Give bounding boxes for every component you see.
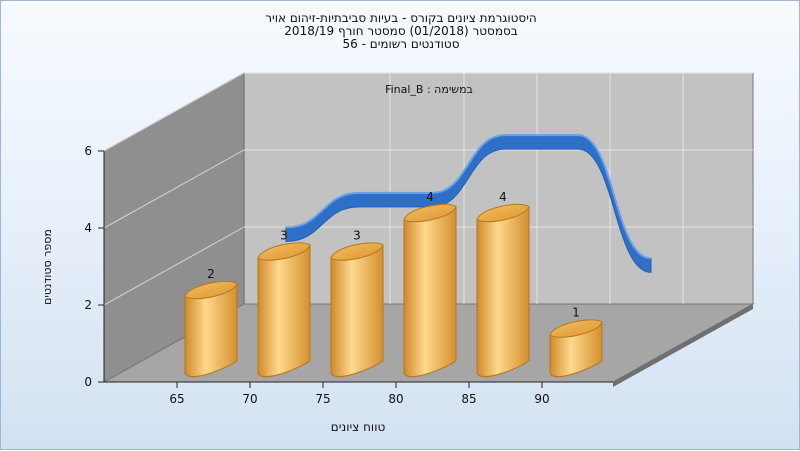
trend-ribbon-edge (285, 134, 652, 260)
bar-value-label-5: 1 (572, 306, 580, 320)
bar-cap-3 (403, 203, 457, 223)
x-axis-label: טווח ציונים (331, 420, 386, 434)
bar-value-label-1: 3 (280, 229, 288, 243)
bar-value-label-3: 4 (426, 190, 434, 204)
bar-3: 4 (403, 190, 457, 378)
bar-body-4 (476, 205, 530, 378)
bar-value-label-0: 2 (207, 267, 215, 281)
bar-2: 3 (330, 229, 384, 378)
x-tick-label-1: 70 (242, 392, 257, 406)
x-tick-label-4: 85 (461, 392, 476, 406)
chart-title-line-1: היסטוגרמת ציונים בקורס - בעיות סביבתיות-… (265, 11, 537, 25)
bar-cap-0 (184, 280, 238, 300)
x-tick-label-3: 80 (388, 392, 403, 406)
x-tick-label-5: 90 (534, 392, 549, 406)
bar-4: 4 (476, 190, 530, 378)
bar-body-2 (330, 244, 384, 378)
grid-line-left-1 (103, 226, 245, 306)
chart-subtitle: במשימה : Final_B (385, 83, 473, 96)
bar-5: 1 (549, 306, 603, 378)
bar-cap-5 (549, 319, 603, 338)
y-ticks: 0 2 4 6 (84, 144, 104, 389)
bar-body-3 (403, 205, 457, 378)
chart-title-line-2: בסמסטר (01/2018) סמסטר חורף 2018/19 (284, 24, 518, 38)
trend-ribbon (285, 134, 652, 273)
y-tick-label-3: 6 (84, 144, 92, 158)
y-axis-label: מספר סטודנטים (41, 229, 54, 305)
bar-cap-4 (476, 203, 530, 223)
bar-body-0 (184, 282, 238, 378)
y-tick-label-2: 4 (84, 221, 92, 235)
bar-0: 2 (184, 267, 238, 378)
x-ticks: 65 70 75 80 85 90 (169, 382, 550, 406)
x-tick-label-2: 75 (315, 392, 330, 406)
chart-title-line-3: סטודנטים רשומים - 56 (342, 37, 460, 51)
bar-body-1 (257, 244, 311, 378)
grid-line-left-3 (103, 72, 245, 152)
y-tick-label-1: 2 (84, 298, 92, 312)
bar-value-label-4: 4 (499, 190, 507, 204)
bar-value-label-2: 3 (353, 229, 361, 243)
bar-cap-2 (330, 242, 384, 261)
bars: 2 3 3 4 4 1 (184, 190, 603, 378)
y-tick-label-0: 0 (84, 375, 92, 389)
x-tick-label-0: 65 (169, 392, 184, 406)
bar-1: 3 (257, 229, 311, 378)
grid-line-left-2 (103, 149, 245, 229)
bar-cap-1 (257, 242, 311, 261)
floor-front-edge (613, 304, 753, 387)
